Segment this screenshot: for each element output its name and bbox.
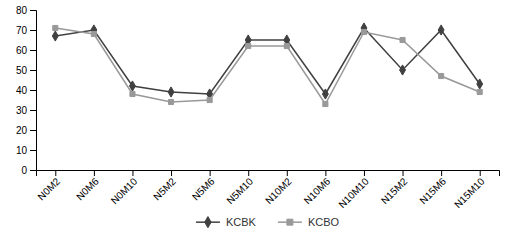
y-tick: 10 [16, 145, 36, 156]
y-tick-mark [30, 170, 36, 171]
x-tick: N0M6 [74, 170, 101, 202]
y-tick-mark [30, 30, 36, 31]
x-tick-mark [171, 170, 172, 176]
y-tick: 50 [16, 65, 36, 76]
y-tick-label: 0 [21, 165, 27, 176]
y-tick: 70 [16, 25, 36, 36]
y-tick-label: 70 [16, 25, 28, 36]
legend-item: KCBK [196, 216, 257, 228]
x-tick-mark [55, 170, 56, 176]
y-tick: 60 [16, 45, 36, 56]
marker [246, 43, 251, 48]
x-tick-label: N10M6 [302, 175, 333, 206]
x-tick: N10M2 [263, 170, 294, 206]
x-tick: N0M10 [109, 170, 140, 206]
marker [322, 89, 328, 99]
x-axis-line [37, 171, 500, 177]
y-tick-label: 40 [16, 85, 28, 96]
x-tick-label: N15M6 [417, 175, 448, 206]
x-tick-mark [480, 170, 481, 176]
y-tick-mark [30, 110, 36, 111]
series-line [55, 28, 479, 94]
x-tick: N15M2 [379, 170, 410, 206]
marker [284, 43, 289, 48]
y-tick: 40 [16, 85, 36, 96]
marker [323, 101, 328, 106]
marker [53, 25, 58, 30]
marker [439, 73, 444, 78]
x-tick-label: N10M2 [263, 175, 294, 206]
x-tick-mark [364, 170, 365, 176]
legend: KCBK KCBO [196, 216, 340, 228]
legend-symbol [287, 219, 293, 225]
y-tick-mark [30, 150, 36, 151]
marker [130, 91, 135, 96]
x-tick-label: N0M2 [36, 175, 63, 202]
y-tick: 30 [16, 105, 36, 116]
x-tick-mark [210, 170, 211, 176]
y-axis: 0 10 20 30 40 50 60 70 80 [16, 5, 37, 176]
legend-label: KCBK [226, 216, 257, 228]
series-line [55, 28, 479, 104]
y-tick: 20 [16, 125, 36, 136]
x-tick-mark [287, 170, 288, 176]
chart: 0 10 20 30 40 50 60 70 80 N0M2 N0M6 N0M10 N5M2 N5M6 N5… [0, 0, 514, 252]
x-tick-label: N0M10 [109, 175, 140, 206]
legend-symbol [205, 217, 211, 228]
y-axis-line [30, 11, 37, 171]
x-axis: N0M2 N0M6 N0M10 N5M2 N5M6 N5M10 N10M2 N10M6N10M… [36, 170, 500, 210]
y-tick-label: 20 [16, 125, 28, 136]
series-markers [52, 23, 482, 99]
marker [52, 31, 58, 41]
y-tick-label: 10 [16, 145, 28, 156]
plot: 0 10 20 30 40 50 60 70 80 N0M2 N0M6 N0M10 N5M2 N5M6 N5… [16, 5, 500, 210]
x-tick-label: N10M10 [336, 175, 371, 210]
y-tick-label: 30 [16, 105, 28, 116]
marker [207, 97, 212, 102]
y-tick-mark [30, 130, 36, 131]
legend-label: KCBO [308, 216, 340, 228]
x-tick-label: N5M10 [224, 175, 255, 206]
x-tick-label: N5M2 [151, 175, 178, 202]
y-tick-label: 60 [16, 45, 28, 56]
marker [168, 87, 174, 97]
x-tick-mark [94, 170, 95, 176]
y-tick-mark [30, 50, 36, 51]
y-tick-mark [30, 90, 36, 91]
x-tick: N10M6 [302, 170, 333, 206]
x-tick-label: N15M10 [452, 175, 487, 210]
y-tick: 0 [21, 165, 36, 176]
y-tick-mark [30, 10, 36, 11]
marker [477, 89, 482, 94]
x-tick-label: N15M2 [379, 175, 410, 206]
marker [91, 31, 96, 36]
x-tick-mark [132, 170, 133, 176]
x-tick-mark [248, 170, 249, 176]
x-tick: N5M6 [190, 170, 217, 202]
x-tick-label: N5M6 [190, 175, 217, 202]
series-markers [53, 25, 483, 106]
x-tick-label: N0M6 [74, 175, 101, 202]
marker [400, 65, 406, 75]
marks [52, 23, 482, 107]
x-tick: N10M10 [336, 170, 371, 210]
marker [168, 99, 173, 104]
y-tick: 80 [16, 5, 36, 16]
x-tick: N15M10 [452, 170, 487, 210]
legend-item: KCBO [278, 216, 340, 228]
x-tick: N0M2 [36, 170, 63, 202]
y-tick-mark [30, 70, 36, 71]
x-tick: N5M2 [151, 170, 178, 202]
marker [400, 37, 405, 42]
marker [438, 25, 444, 35]
x-tick: N5M10 [224, 170, 255, 206]
marker [477, 79, 483, 89]
marker [361, 29, 366, 34]
x-tick-mark [403, 170, 404, 176]
y-tick-label: 50 [16, 65, 28, 76]
x-tick-mark [325, 170, 326, 176]
x-tick-mark [441, 170, 442, 176]
y-tick-label: 80 [16, 5, 28, 16]
x-tick: N15M6 [417, 170, 448, 206]
